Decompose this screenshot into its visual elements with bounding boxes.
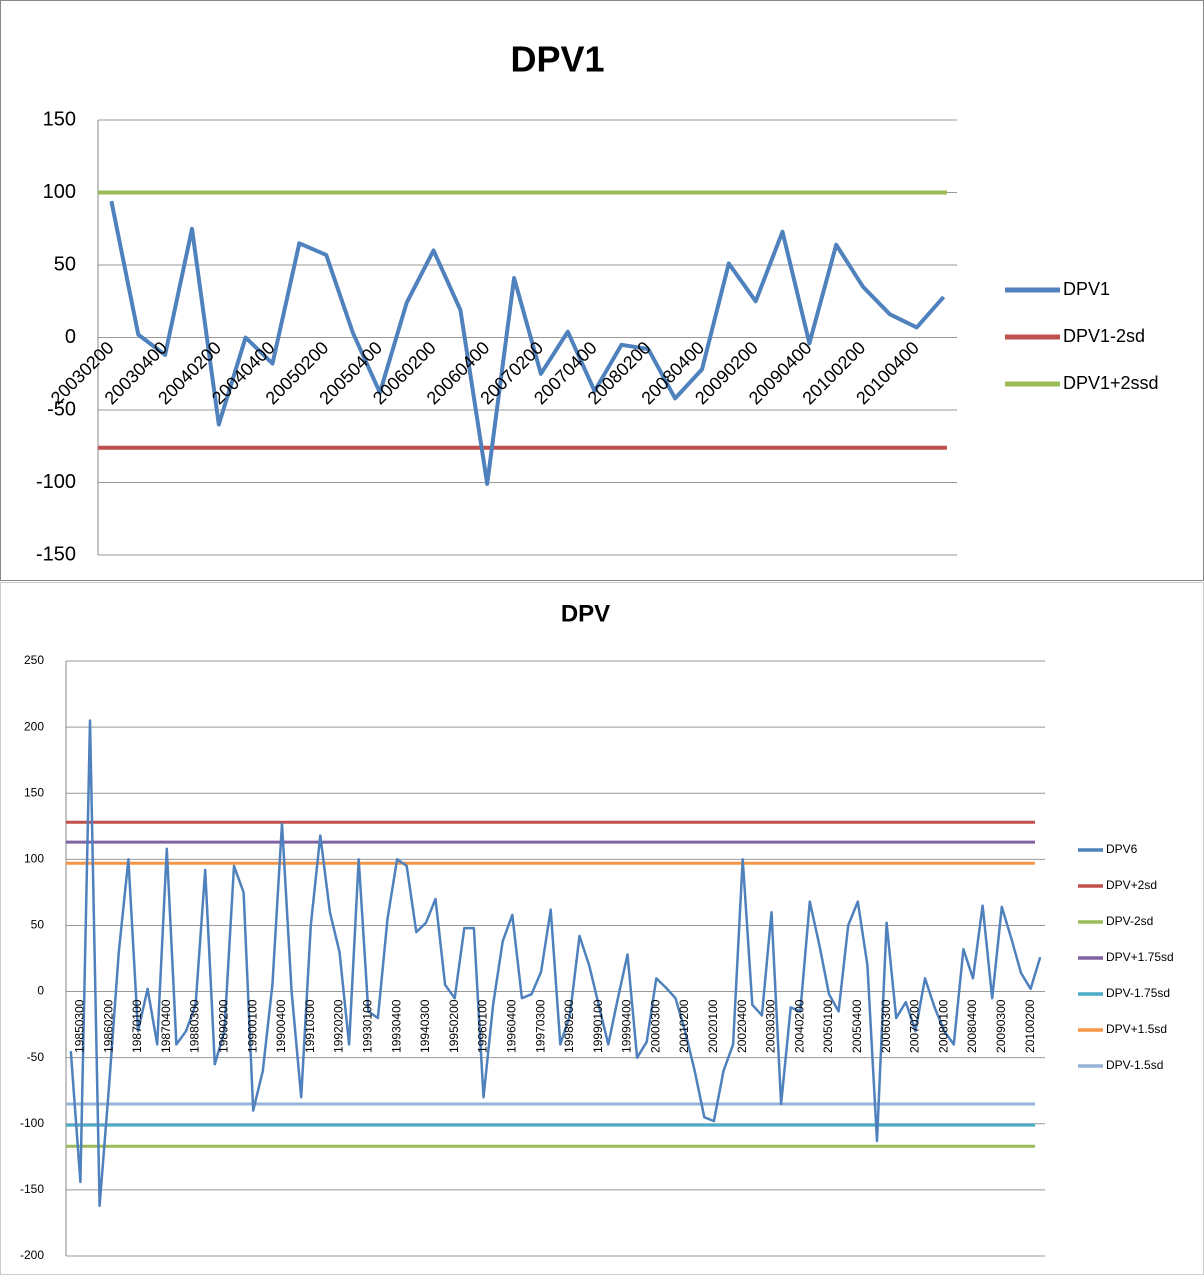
x-tick-label: 19890200: [217, 999, 231, 1053]
x-tick-label: 20040200: [792, 999, 806, 1053]
x-tick-label: 20090300: [994, 999, 1008, 1053]
data-line: [109, 200, 946, 486]
x-tick-label: 19990100: [591, 999, 605, 1053]
x-tick-label: 19960400: [504, 999, 518, 1053]
x-tick-label: 19900100: [245, 999, 259, 1053]
legend-label: DPV+2sd: [1106, 878, 1157, 892]
y-tick-label: 0: [37, 984, 44, 998]
x-tick-label: 20060300: [879, 999, 893, 1053]
chart-title: DPV: [561, 600, 610, 627]
legend-label: DPV-1.75sd: [1106, 986, 1170, 1000]
y-tick-label: -150: [20, 1182, 44, 1196]
y-tick-label: -100: [36, 471, 76, 493]
x-tick-label: 20020100: [706, 999, 720, 1053]
legend-label: DPV+1.75sd: [1106, 950, 1174, 964]
x-tick-label: 20080100: [936, 999, 950, 1053]
y-tick-label: -100: [20, 1116, 44, 1130]
x-tick-label: 20080400: [965, 999, 979, 1053]
x-tick-label: 19880300: [188, 999, 202, 1053]
y-tick-label: -150: [36, 543, 76, 565]
x-tick-label: 19990400: [620, 999, 634, 1053]
x-tick-label: 19920200: [332, 999, 346, 1053]
y-tick-label: 150: [43, 108, 76, 130]
legend-label: DPV+1.5sd: [1106, 1022, 1167, 1036]
x-tick-label: 20050100: [821, 999, 835, 1053]
y-tick-label: 250: [24, 653, 44, 667]
x-tick-label: 19870100: [130, 999, 144, 1053]
y-tick-label: -200: [20, 1248, 44, 1262]
x-tick-label: 19870400: [159, 999, 173, 1053]
y-tick-label: 50: [54, 253, 76, 275]
x-tick-label: 19940300: [418, 999, 432, 1053]
x-tick-label: 19850300: [73, 999, 87, 1053]
legend-label: DPV6: [1106, 842, 1138, 856]
legend-label: DPV1-2sd: [1063, 326, 1145, 346]
x-tick-label: 20020400: [735, 999, 749, 1053]
chart-frame: [0, 582, 1204, 1275]
y-tick-label: 200: [24, 719, 44, 733]
legend-label: DPV-1.5sd: [1106, 1058, 1163, 1072]
x-tick-label: 19970300: [533, 999, 547, 1053]
y-tick-label: -50: [47, 398, 76, 420]
x-tick-label: 19960100: [476, 999, 490, 1053]
x-tick-label: 20050400: [850, 999, 864, 1053]
x-tick-label: 20100200: [1023, 999, 1037, 1053]
x-tick-label: 19860200: [101, 999, 115, 1053]
x-tick-label: 20070200: [908, 999, 922, 1053]
x-tick-label: 19900400: [274, 999, 288, 1053]
y-tick-label: 100: [43, 181, 76, 203]
y-tick-label: 100: [24, 852, 44, 866]
y-tick-label: 50: [31, 918, 45, 932]
x-tick-label: 19930100: [361, 999, 375, 1053]
y-tick-label: -50: [27, 1050, 45, 1064]
x-tick-label: 19980200: [562, 999, 576, 1053]
x-tick-label: 20030300: [764, 999, 778, 1053]
x-tick-label: 20010200: [677, 999, 691, 1053]
x-tick-label: 19910300: [303, 999, 317, 1053]
x-tick-label: 20000300: [648, 999, 662, 1053]
legend-label: DPV1: [1063, 279, 1110, 299]
x-tick-label: 19950200: [447, 999, 461, 1053]
y-tick-label: 150: [24, 785, 44, 799]
data-line: [69, 719, 1042, 1208]
legend-label: DPV-2sd: [1106, 914, 1153, 928]
y-tick-label: 0: [65, 326, 76, 348]
legend-label: DPV1+2ssd: [1063, 373, 1159, 393]
x-tick-label: 19930400: [389, 999, 403, 1053]
chart-title: DPV1: [510, 39, 604, 80]
